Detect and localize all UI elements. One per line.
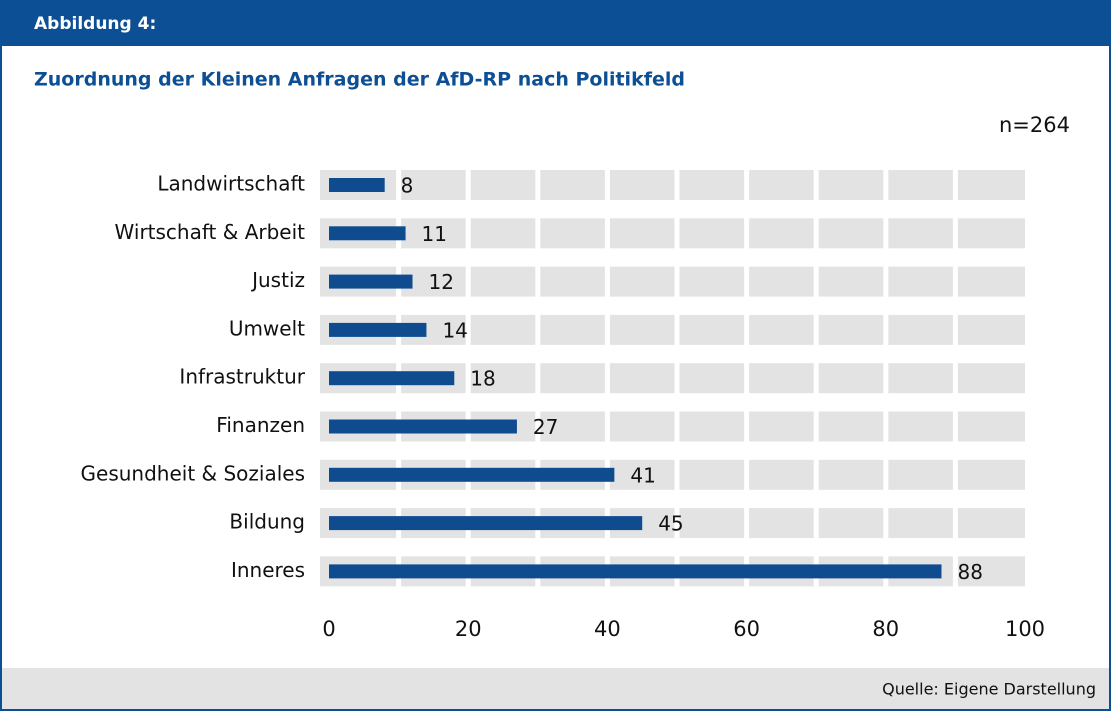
value-label: 18 [470, 367, 495, 391]
y-tick-label: Justiz [250, 268, 305, 292]
value-label: 88 [957, 560, 982, 584]
value-label: 27 [533, 415, 558, 439]
figure-label: Abbildung 4: [34, 14, 156, 34]
footer-bar [1, 668, 1110, 710]
bar [329, 226, 406, 241]
chart-title: Zuordnung der Kleinen Anfragen der AfD-R… [34, 69, 685, 91]
bar [329, 419, 517, 434]
y-tick-label: Finanzen [216, 413, 305, 437]
x-tick-label: 40 [594, 617, 621, 641]
x-tick-label: 20 [455, 617, 482, 641]
bar [329, 564, 942, 579]
row-strip [320, 314, 1025, 345]
x-tick-label: 100 [1005, 617, 1045, 641]
value-label: 14 [442, 318, 467, 342]
row-strip [320, 266, 1025, 297]
y-tick-label: Gesundheit & Soziales [81, 461, 305, 485]
value-label: 45 [658, 512, 683, 536]
y-tick-label: Landwirtschaft [157, 172, 305, 196]
y-tick-label: Bildung [229, 510, 305, 534]
annotation: n=264 [999, 113, 1070, 137]
value-label: 11 [422, 222, 447, 246]
x-tick-label: 60 [733, 617, 760, 641]
bar [329, 322, 427, 337]
bar [329, 178, 385, 192]
x-tick-label: 0 [322, 617, 335, 641]
bar [329, 274, 413, 289]
bar [329, 371, 455, 386]
y-tick-label: Inneres [231, 558, 305, 582]
bar [329, 516, 643, 531]
header-bar [0, 0, 1111, 46]
y-tick-label: Umwelt [229, 316, 305, 340]
bar [329, 467, 615, 482]
y-tick-label: Infrastruktur [179, 365, 305, 389]
source: Quelle: Eigene Darstellung [882, 680, 1096, 699]
y-tick-label: Wirtschaft & Arbeit [115, 220, 306, 244]
value-label: 8 [401, 174, 414, 198]
value-label: 12 [429, 270, 454, 294]
row-strip [320, 170, 1025, 200]
x-tick-label: 80 [872, 617, 899, 641]
value-label: 41 [630, 463, 655, 487]
row-strip [320, 218, 1025, 249]
